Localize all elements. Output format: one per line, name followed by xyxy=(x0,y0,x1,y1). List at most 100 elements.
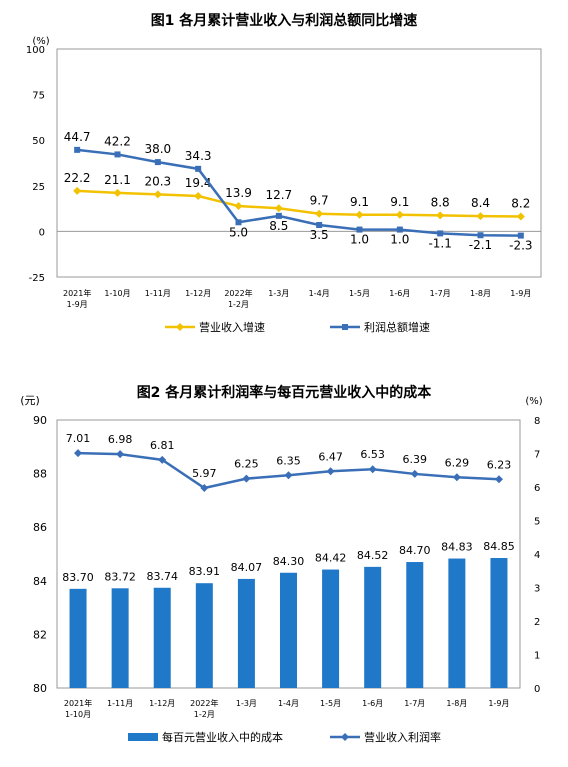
chart1-data-label: 34.3 xyxy=(185,149,212,163)
chart2-y-tick-right: 2 xyxy=(534,617,540,628)
chart2-bar xyxy=(69,588,87,688)
chart2-point xyxy=(452,473,461,482)
chart2-bar-label: 83.70 xyxy=(62,571,94,584)
chart1-point xyxy=(516,212,525,221)
chart2-point xyxy=(116,450,125,459)
chart2-x-tick: 1-8月 xyxy=(446,699,467,708)
chart1-point xyxy=(194,192,203,201)
chart1-x-tick-line2: 1-2月 xyxy=(228,300,249,309)
chart1-point xyxy=(437,230,444,237)
chart1-y-unit: (%) xyxy=(32,36,49,47)
chart2-bar-label: 84.70 xyxy=(399,544,431,557)
chart1-data-label: 22.2 xyxy=(64,171,91,185)
chart2-y-tick-left: 82 xyxy=(33,628,47,641)
chart2-bar-label: 84.52 xyxy=(357,549,389,562)
chart2-line-label: 7.01 xyxy=(66,432,91,445)
chart1-data-label: 3.5 xyxy=(310,228,329,242)
chart2-y-tick-left: 84 xyxy=(33,575,47,588)
chart2-bar xyxy=(195,583,213,688)
chart1-y-tick: 50 xyxy=(32,136,45,147)
chart2-point xyxy=(158,455,167,464)
chart1-point xyxy=(275,212,282,219)
chart1-x-tick: 1-7月 xyxy=(430,289,451,298)
chart1-point xyxy=(355,210,364,219)
chart2-bar xyxy=(490,558,508,688)
chart2-x-tick: 1-6月 xyxy=(362,699,383,708)
chart2-line-label: 6.53 xyxy=(360,448,385,461)
chart1-data-label: 42.2 xyxy=(104,134,131,148)
chart2-x-tick: 1-11月 xyxy=(107,699,133,708)
chart1-series-line xyxy=(77,189,521,218)
chart1-data-label: 9.7 xyxy=(310,194,329,208)
chart1-data-label: 5.0 xyxy=(229,225,248,239)
chart2-bar xyxy=(364,566,382,688)
chart1-y-tick: 100 xyxy=(26,45,45,56)
chart2-line-label: 6.47 xyxy=(318,450,343,463)
chart1-data-label: 38.0 xyxy=(144,142,171,156)
chart1-x-tick: 1-10月 xyxy=(104,289,130,298)
chart2-y-tick-right: 1 xyxy=(534,651,540,662)
chart1-x-tick: 1-3月 xyxy=(268,289,289,298)
chart1-data-label: -1.1 xyxy=(428,236,451,250)
chart1-x-tick-line2: 1-9月 xyxy=(67,300,88,309)
chart2-point xyxy=(284,471,293,480)
chart1-y-tick: -25 xyxy=(29,273,45,284)
chart1-point xyxy=(315,209,324,218)
chart1-legend-label: 营业收入增速 xyxy=(199,320,265,334)
chart2-x-tick-line2: 1-10月 xyxy=(65,710,91,719)
chart2-bar xyxy=(322,569,340,688)
chart1-point xyxy=(234,202,243,211)
chart2-y-tick-right: 8 xyxy=(534,416,540,427)
chart2-x-tick: 2022年 xyxy=(190,698,218,708)
chart1-legend-marker xyxy=(342,324,348,330)
chart2-line-label: 6.81 xyxy=(150,439,175,452)
chart2-point xyxy=(368,465,377,474)
chart1-data-label: 9.1 xyxy=(350,195,369,209)
chart1-point xyxy=(73,186,82,195)
chart2-bar-label: 84.83 xyxy=(441,541,473,554)
chart1-x-tick: 1-6月 xyxy=(389,289,410,298)
chart1-data-label: -2.3 xyxy=(509,239,532,253)
chart1-point xyxy=(154,159,161,166)
chart2-y-tick-left: 88 xyxy=(33,468,47,481)
chart2-line-label: 6.35 xyxy=(276,454,301,467)
chart2-legend-line-label: 营业收入利润率 xyxy=(364,730,441,744)
chart1-x-tick: 1-12月 xyxy=(185,289,211,298)
chart1-point xyxy=(477,232,484,239)
chart1-point xyxy=(113,188,122,197)
chart1-data-label: 1.0 xyxy=(390,233,409,247)
chart2-bar-label: 84.30 xyxy=(273,555,305,568)
chart2-x-tick: 2021年 xyxy=(64,698,92,708)
chart2-line-label: 6.29 xyxy=(445,456,470,469)
chart2-point xyxy=(326,467,335,476)
chart2-line-label: 5.97 xyxy=(192,467,217,480)
chart1-point xyxy=(517,232,524,239)
chart1-point xyxy=(316,222,323,229)
chart1-point xyxy=(476,212,485,221)
chart1-data-label: 8.5 xyxy=(269,219,288,233)
chart2-y-tick-right: 0 xyxy=(534,684,540,695)
chart1-x-tick: 1-5月 xyxy=(349,289,370,298)
chart1-point xyxy=(114,151,121,158)
chart1-point xyxy=(436,211,445,220)
chart2-bar-label: 84.07 xyxy=(231,561,263,574)
chart1-point xyxy=(274,204,283,213)
chart1-plot: (%) -25 0 25 50 75 100 2021年 1-9月 1-10月 1-11月 1-12月… xyxy=(26,36,542,334)
chart2-bar xyxy=(237,578,255,688)
chart2-y-tick-left: 80 xyxy=(33,682,47,695)
chart1-x-tick: 1-11月 xyxy=(145,289,171,298)
chart2-y-tick-right: 6 xyxy=(534,483,540,494)
chart1-x-tick: 2021年 xyxy=(63,288,91,298)
chart2-bar-label: 84.85 xyxy=(483,540,515,553)
chart2-y-tick-right: 7 xyxy=(534,450,540,461)
chart1-point xyxy=(396,226,403,233)
chart2-legend-marker xyxy=(341,733,349,741)
chart1-point xyxy=(235,219,242,226)
chart2-bar xyxy=(406,562,424,688)
chart1-point xyxy=(356,226,363,233)
chart2-y-tick-left: 86 xyxy=(33,521,47,534)
chart1-data-label: 8.4 xyxy=(471,196,490,210)
chart1-legend-marker xyxy=(176,323,184,331)
chart1-data-label: -2.1 xyxy=(469,238,492,252)
